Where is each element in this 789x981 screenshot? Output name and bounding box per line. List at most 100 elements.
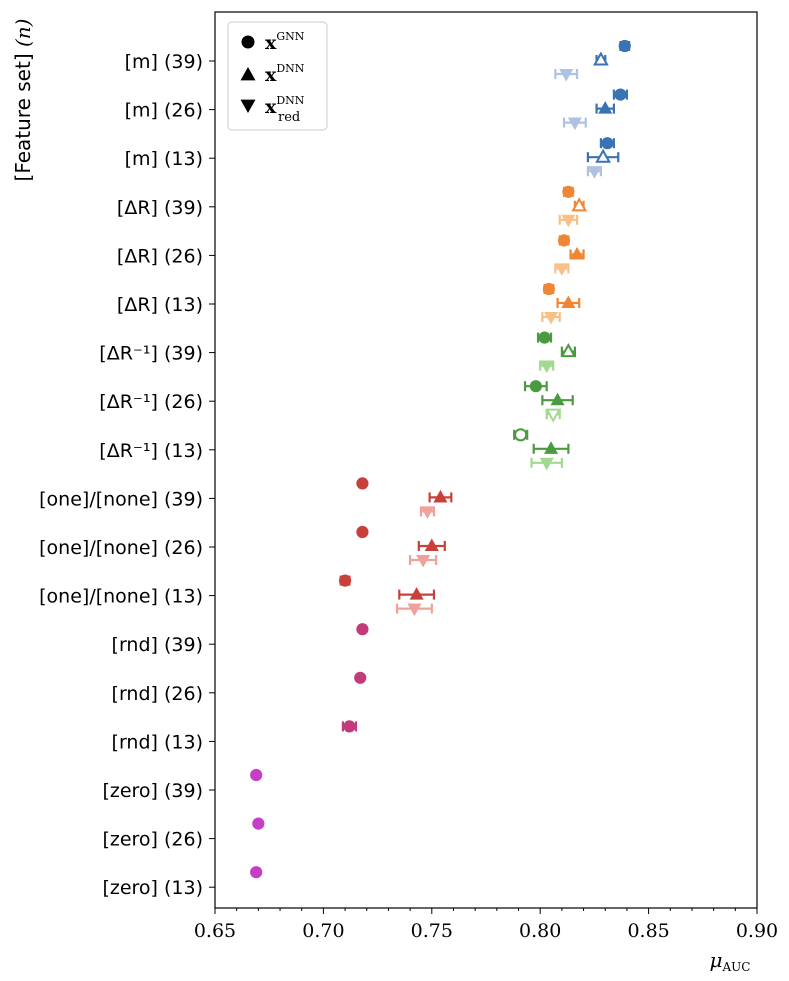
category-row: [zero] (26) bbox=[102, 829, 215, 851]
gnn-point bbox=[356, 525, 369, 539]
y-tick-label: [m] (39) bbox=[125, 51, 203, 73]
dnn-red-point bbox=[407, 603, 422, 617]
category-row: [one]/[none] (13) bbox=[39, 586, 215, 608]
dnn-point bbox=[593, 51, 609, 66]
category-row: [ΔR] (26) bbox=[117, 245, 215, 267]
dnn-red-point bbox=[554, 263, 569, 276]
category-row: [ΔR⁻¹] (13) bbox=[99, 440, 215, 462]
category-row: [zero] (13) bbox=[102, 877, 215, 899]
gnn-point bbox=[338, 574, 352, 587]
category-row: [one]/[none] (39) bbox=[39, 488, 215, 510]
legend-label: xDNN bbox=[265, 94, 305, 118]
y-axis-title: [Feature set] (n) bbox=[11, 19, 35, 182]
category-row: [zero] (39) bbox=[102, 780, 215, 802]
y-tick-label: [ΔR] (26) bbox=[117, 245, 203, 267]
legend-label-main: x bbox=[265, 64, 277, 86]
category-row: [m] (39) bbox=[125, 51, 215, 73]
dnn-point bbox=[595, 148, 611, 163]
x-tick-label: 0.75 bbox=[411, 920, 453, 942]
y-tick-label: [ΔR] (13) bbox=[117, 294, 203, 316]
category-row: [rnd] (13) bbox=[112, 731, 215, 753]
y-tick-label: [m] (13) bbox=[125, 148, 203, 170]
gnn-point bbox=[557, 234, 571, 247]
x-tick-label: 0.70 bbox=[302, 920, 344, 942]
legend-triangle-up-icon bbox=[240, 66, 256, 81]
gnn-point bbox=[354, 671, 367, 684]
y-tick-label: [zero] (26) bbox=[102, 829, 203, 851]
category-row: [one]/[none] (26) bbox=[39, 537, 215, 559]
dnn-red-point bbox=[545, 408, 562, 423]
y-axis-title-var: (n) bbox=[11, 19, 35, 48]
legend-triangle-down-icon bbox=[240, 99, 256, 114]
y-tick-label: [zero] (39) bbox=[102, 780, 203, 802]
dnn-point bbox=[433, 489, 448, 503]
x-axis-title: μAUC bbox=[710, 948, 751, 974]
y-tick-label: [ΔR⁻¹] (39) bbox=[99, 343, 203, 365]
category-row: [rnd] (39) bbox=[112, 634, 215, 656]
legend-circle-icon bbox=[241, 35, 255, 49]
legend-label-sup: GNN bbox=[276, 30, 304, 43]
gnn-point bbox=[514, 428, 528, 442]
y-tick-label: [one]/[none] (39) bbox=[39, 488, 203, 510]
x-tick-label: 0.85 bbox=[627, 920, 669, 942]
legend-label: xDNN bbox=[265, 62, 305, 86]
category-row: [ΔR] (13) bbox=[117, 294, 215, 316]
x-tick-label: 0.80 bbox=[519, 920, 561, 942]
legend-label-sup: DNN bbox=[276, 62, 304, 75]
legend-label-main: x bbox=[265, 96, 277, 118]
y-axis-title-main: [Feature set] bbox=[11, 47, 35, 181]
gnn-point bbox=[252, 817, 265, 830]
dnn-red-point bbox=[416, 554, 431, 568]
gnn-point bbox=[343, 720, 356, 733]
dnn-point bbox=[598, 101, 613, 114]
y-tick-label: [one]/[none] (26) bbox=[39, 537, 203, 559]
y-tick-label: [rnd] (13) bbox=[112, 731, 203, 753]
gnn-point bbox=[542, 282, 555, 296]
legend-label-sup: DNN bbox=[276, 94, 304, 107]
gnn-point bbox=[538, 331, 551, 344]
dnn-red-point bbox=[420, 506, 435, 519]
x-axis-title-sub: AUC bbox=[722, 960, 751, 974]
y-tick-label: [ΔR⁻¹] (26) bbox=[99, 391, 203, 413]
plot-frame bbox=[214, 11, 758, 909]
dnn-red-point bbox=[561, 214, 576, 228]
dnn-red-point bbox=[544, 311, 559, 325]
dnn-point bbox=[544, 441, 559, 454]
y-tick-label: [ΔR] (39) bbox=[117, 197, 203, 219]
dnn-red-point bbox=[587, 166, 602, 179]
dnn-red-point bbox=[539, 360, 554, 374]
category-row: [ΔR⁻¹] (26) bbox=[99, 391, 215, 413]
dnn-point bbox=[560, 343, 577, 358]
gnn-point bbox=[356, 477, 369, 490]
dnn-red-point bbox=[567, 117, 582, 131]
category-row: [m] (13) bbox=[125, 148, 215, 170]
gnn-point bbox=[618, 39, 631, 53]
dnn-point bbox=[561, 295, 576, 309]
category-row: [rnd] (26) bbox=[112, 683, 215, 705]
gnn-point bbox=[562, 185, 575, 198]
y-tick-label: [m] (26) bbox=[125, 100, 203, 122]
category-row: [m] (26) bbox=[125, 100, 215, 122]
y-tick-label: [rnd] (39) bbox=[112, 634, 203, 656]
category-row: [ΔR⁻¹] (39) bbox=[99, 343, 215, 365]
dnn-red-point bbox=[559, 68, 574, 82]
gnn-point bbox=[601, 137, 614, 150]
dnn-red-point bbox=[539, 457, 554, 471]
y-tick-label: [one]/[none] (13) bbox=[39, 586, 203, 608]
dnn-point bbox=[424, 538, 439, 552]
x-tick-label: 0.65 bbox=[194, 920, 236, 942]
y-tick-label: [ΔR⁻¹] (13) bbox=[99, 440, 203, 462]
x-axis-title-main: μ bbox=[710, 948, 723, 972]
x-tick-label: 0.90 bbox=[736, 920, 778, 942]
gnn-point bbox=[250, 866, 263, 879]
category-row: [ΔR] (39) bbox=[117, 197, 215, 219]
dnn-point bbox=[409, 587, 424, 600]
legend-label-main: x bbox=[265, 32, 277, 54]
gnn-point bbox=[250, 768, 263, 782]
dnn-point bbox=[550, 392, 565, 406]
gnn-point bbox=[529, 380, 542, 393]
dnn-point bbox=[570, 246, 585, 260]
gnn-point bbox=[614, 88, 627, 101]
gnn-point bbox=[356, 623, 369, 636]
